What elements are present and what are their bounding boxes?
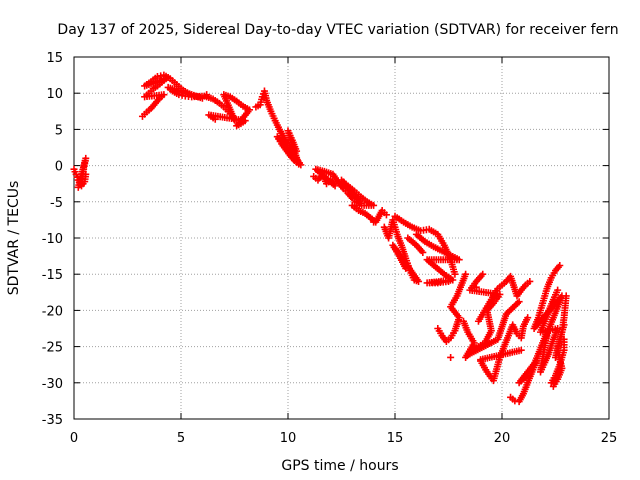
y-tick-label: 15 <box>46 51 63 66</box>
y-tick-label: -25 <box>42 341 63 356</box>
data-point <box>143 81 151 89</box>
y-tick-label: -30 <box>42 377 63 392</box>
data-point <box>211 115 219 123</box>
x-tick-label: 15 <box>387 431 404 446</box>
x-tick-label: 5 <box>177 431 185 446</box>
axis-ticks: 0 5 10 15 20 25 15 10 5 0 -5 -10 -15 -20 -25 -30 -35 <box>42 51 618 446</box>
data-point <box>526 277 534 285</box>
y-tick-label: 5 <box>55 123 63 138</box>
data-point <box>472 283 480 291</box>
y-tick-label: -20 <box>42 304 63 319</box>
data-point <box>82 170 90 178</box>
data-point <box>515 298 523 306</box>
data-point <box>562 292 570 300</box>
data-point <box>462 270 470 278</box>
data-point <box>560 321 568 329</box>
y-tick-label: -10 <box>42 232 63 247</box>
data-point <box>445 277 452 285</box>
y-tick-label: -15 <box>42 268 63 283</box>
x-tick-label: 20 <box>494 431 511 446</box>
data-point <box>402 264 410 272</box>
data-point <box>203 91 211 99</box>
data-point <box>451 270 459 278</box>
data-point <box>517 346 525 354</box>
data-point <box>554 286 562 294</box>
data-point <box>419 248 427 256</box>
y-tick-label: 10 <box>46 87 63 102</box>
data-point <box>447 353 455 361</box>
y-tick-label: -35 <box>42 413 63 428</box>
y-axis-label: SDTVAR / TECUs <box>6 181 22 296</box>
data-point <box>382 211 390 219</box>
chart-title: Day 137 of 2025, Sidereal Day-to-day VTE… <box>57 22 618 38</box>
data-point <box>479 270 487 278</box>
data-points <box>70 71 570 406</box>
data-point <box>74 183 82 191</box>
data-point <box>524 314 532 322</box>
x-tick-label: 10 <box>280 431 297 446</box>
data-point <box>524 370 532 378</box>
x-axis-label: GPS time / hours <box>281 458 398 474</box>
y-tick-label: 0 <box>55 160 63 175</box>
x-tick-label: 0 <box>70 431 78 446</box>
data-point <box>293 147 301 155</box>
y-tick-label: -5 <box>50 196 63 211</box>
data-point <box>556 262 564 270</box>
x-tick-label: 25 <box>601 431 618 446</box>
grid <box>74 57 609 419</box>
data-point <box>370 218 378 226</box>
